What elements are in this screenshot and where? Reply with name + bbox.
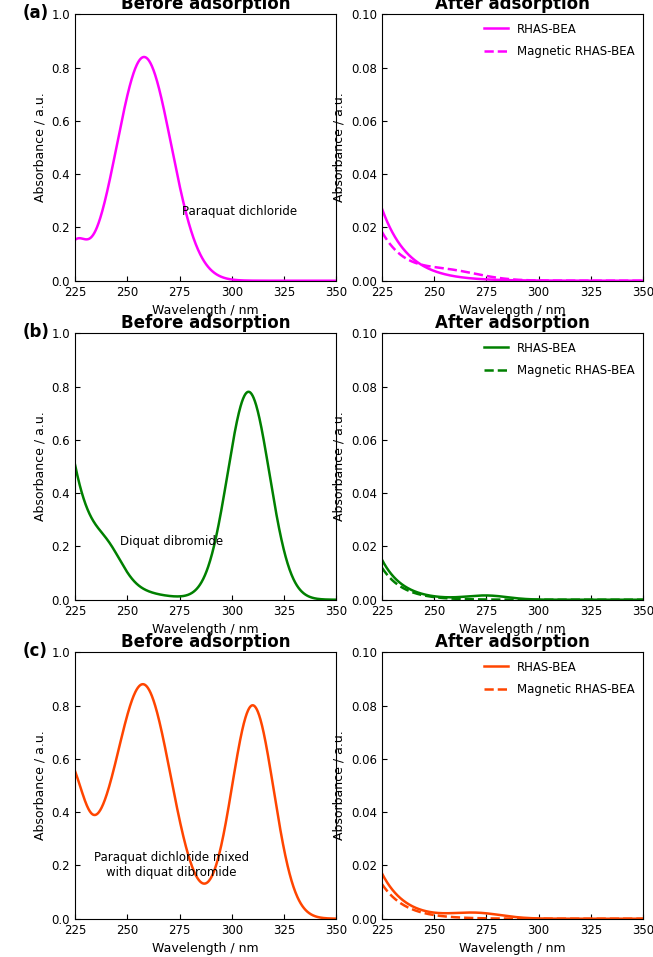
Magnetic RHAS-BEA	[603, 913, 611, 924]
X-axis label: Wavelength / nm: Wavelength / nm	[459, 623, 566, 636]
Magnetic RHAS-BEA	[639, 913, 647, 924]
Text: (a): (a)	[23, 4, 49, 22]
Magnetic RHAS-BEA	[603, 594, 611, 606]
Legend: RHAS-BEA, Magnetic RHAS-BEA: RHAS-BEA, Magnetic RHAS-BEA	[479, 18, 640, 63]
Text: Diquat dibromide: Diquat dibromide	[120, 535, 223, 547]
Magnetic RHAS-BEA	[639, 275, 647, 286]
Magnetic RHAS-BEA	[530, 594, 537, 606]
Y-axis label: Absorbance / a.u.: Absorbance / a.u.	[332, 412, 345, 522]
Title: After adsorption: After adsorption	[435, 0, 590, 12]
Line: Magnetic RHAS-BEA: Magnetic RHAS-BEA	[382, 568, 643, 600]
Y-axis label: Absorbance / a.u.: Absorbance / a.u.	[33, 412, 46, 522]
RHAS-BEA	[394, 236, 402, 248]
RHAS-BEA	[576, 913, 584, 924]
Title: Before adsorption: Before adsorption	[121, 314, 291, 332]
Line: RHAS-BEA: RHAS-BEA	[382, 560, 643, 600]
RHAS-BEA	[576, 275, 584, 286]
X-axis label: Wavelength / nm: Wavelength / nm	[152, 304, 259, 317]
RHAS-BEA	[545, 913, 552, 924]
Magnetic RHAS-BEA	[378, 226, 386, 237]
Y-axis label: Absorbance / a.u.: Absorbance / a.u.	[332, 93, 345, 203]
X-axis label: Wavelength / nm: Wavelength / nm	[152, 942, 259, 955]
Text: (b): (b)	[23, 323, 50, 341]
Magnetic RHAS-BEA	[394, 896, 402, 907]
Text: Paraquat dichloride mixed
with diquat dibromide: Paraquat dichloride mixed with diquat di…	[94, 852, 249, 879]
RHAS-BEA	[639, 275, 647, 286]
Magnetic RHAS-BEA	[545, 594, 552, 606]
Line: Magnetic RHAS-BEA: Magnetic RHAS-BEA	[382, 884, 643, 919]
Magnetic RHAS-BEA	[537, 594, 545, 606]
Magnetic RHAS-BEA	[537, 913, 545, 924]
RHAS-BEA	[537, 275, 545, 286]
Magnetic RHAS-BEA	[639, 594, 647, 606]
RHAS-BEA	[394, 890, 402, 901]
Y-axis label: Absorbance / a.u.: Absorbance / a.u.	[332, 730, 345, 840]
X-axis label: Wavelength / nm: Wavelength / nm	[459, 304, 566, 317]
Magnetic RHAS-BEA	[576, 913, 584, 924]
Legend: RHAS-BEA, Magnetic RHAS-BEA: RHAS-BEA, Magnetic RHAS-BEA	[479, 337, 640, 382]
RHAS-BEA	[394, 575, 402, 587]
Magnetic RHAS-BEA	[603, 275, 611, 286]
RHAS-BEA	[545, 594, 552, 606]
Magnetic RHAS-BEA	[576, 275, 584, 286]
RHAS-BEA	[378, 868, 386, 879]
Text: (c): (c)	[23, 642, 48, 659]
Magnetic RHAS-BEA	[378, 879, 386, 890]
RHAS-BEA	[639, 594, 647, 606]
RHAS-BEA	[530, 593, 537, 605]
RHAS-BEA	[603, 275, 611, 286]
Magnetic RHAS-BEA	[545, 275, 552, 286]
Text: Paraquat dichloride: Paraquat dichloride	[182, 205, 297, 218]
Magnetic RHAS-BEA	[378, 562, 386, 573]
Magnetic RHAS-BEA	[394, 247, 402, 258]
Line: RHAS-BEA: RHAS-BEA	[382, 209, 643, 280]
RHAS-BEA	[537, 913, 545, 924]
Title: After adsorption: After adsorption	[435, 314, 590, 332]
Magnetic RHAS-BEA	[576, 594, 584, 606]
Title: After adsorption: After adsorption	[435, 633, 590, 651]
RHAS-BEA	[530, 913, 537, 924]
Line: Magnetic RHAS-BEA: Magnetic RHAS-BEA	[382, 232, 643, 280]
Title: Before adsorption: Before adsorption	[121, 0, 291, 12]
Line: RHAS-BEA: RHAS-BEA	[382, 874, 643, 919]
RHAS-BEA	[378, 203, 386, 214]
RHAS-BEA	[537, 593, 545, 605]
X-axis label: Wavelength / nm: Wavelength / nm	[459, 942, 566, 955]
RHAS-BEA	[603, 594, 611, 606]
RHAS-BEA	[545, 275, 552, 286]
Magnetic RHAS-BEA	[537, 275, 545, 286]
Legend: RHAS-BEA, Magnetic RHAS-BEA: RHAS-BEA, Magnetic RHAS-BEA	[479, 656, 640, 701]
Magnetic RHAS-BEA	[394, 579, 402, 590]
Title: Before adsorption: Before adsorption	[121, 633, 291, 651]
Y-axis label: Absorbance / a.u.: Absorbance / a.u.	[33, 730, 46, 840]
X-axis label: Wavelength / nm: Wavelength / nm	[152, 623, 259, 636]
RHAS-BEA	[530, 275, 537, 286]
RHAS-BEA	[603, 913, 611, 924]
Y-axis label: Absorbance / a.u.: Absorbance / a.u.	[33, 93, 46, 203]
Magnetic RHAS-BEA	[545, 913, 552, 924]
Magnetic RHAS-BEA	[530, 275, 537, 286]
RHAS-BEA	[576, 594, 584, 606]
RHAS-BEA	[639, 913, 647, 924]
RHAS-BEA	[378, 554, 386, 566]
Magnetic RHAS-BEA	[530, 913, 537, 924]
